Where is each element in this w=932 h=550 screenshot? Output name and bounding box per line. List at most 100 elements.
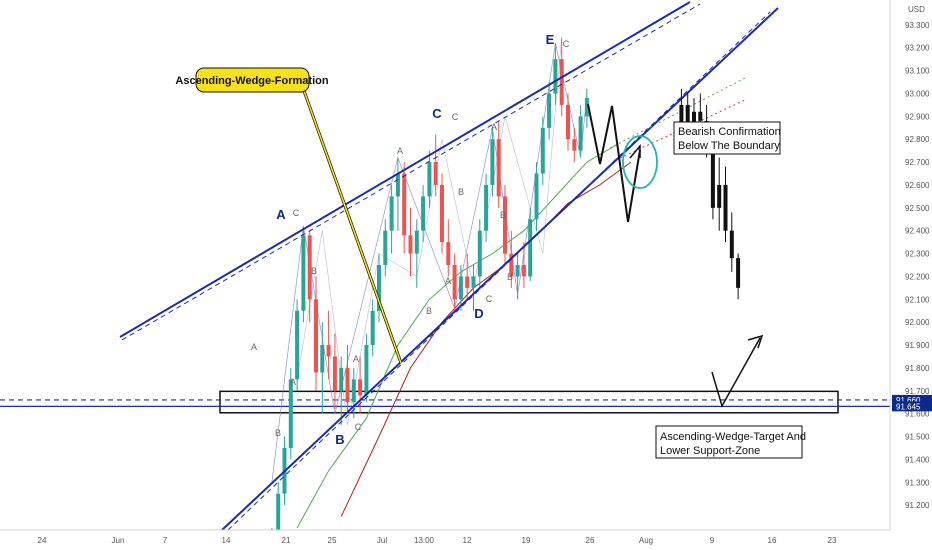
- candle: [496, 139, 501, 197]
- projection-candle: [736, 258, 741, 288]
- candles: [269, 38, 589, 550]
- wedge-lines: [119, 1, 779, 531]
- target-callout-box: [655, 425, 803, 459]
- time-axis-area: [0, 530, 932, 550]
- confirmation-callout-line1: Bearish Confirmation: [678, 126, 781, 138]
- wave-label-minor: A: [491, 122, 497, 132]
- wedge-lower-dashed: [227, 11, 771, 531]
- moving-averages: [296, 143, 632, 529]
- x-tick-label: 19: [522, 536, 531, 545]
- wave-label-minor: B: [458, 187, 464, 197]
- price-axis-area: [890, 0, 932, 550]
- candle: [440, 184, 444, 243]
- y-tick-label: 92.000: [905, 318, 930, 327]
- y-tick-label: 91.500: [905, 433, 930, 442]
- candle: [377, 265, 381, 311]
- candle: [301, 235, 306, 311]
- candle: [421, 196, 426, 231]
- y-tick-label: 91.800: [905, 364, 930, 373]
- target-arrowhead: [747, 334, 764, 349]
- candle: [358, 379, 363, 396]
- y-tick-label: 91.700: [905, 387, 930, 396]
- price-tag-bg: [892, 401, 932, 412]
- wave-label-minor: A: [251, 342, 257, 352]
- wave-structure-lines: [271, 36, 588, 483]
- wedge-upper-dashed: [121, 3, 701, 341]
- candle: [446, 242, 451, 265]
- extension-green-dotted: [609, 77, 746, 149]
- y-tick-label: 92.800: [905, 135, 930, 144]
- confirmation-callout-line2: Below The Boundary: [678, 140, 780, 152]
- y-tick-label: 91.900: [905, 341, 930, 350]
- candle: [320, 345, 325, 373]
- projection-candle: [729, 230, 734, 259]
- wave-label-minor: B: [500, 210, 506, 220]
- y-tick-label: 91.400: [905, 455, 930, 464]
- candle: [566, 104, 570, 140]
- candle: [427, 162, 432, 197]
- callouts: Ascending-Wedge-Formation Bearish Confirm…: [175, 67, 806, 459]
- x-tick-label: 24: [38, 536, 47, 545]
- candle: [414, 230, 419, 254]
- y-tick-label: 93.300: [905, 21, 930, 30]
- candle: [364, 345, 369, 396]
- target-path: [711, 337, 761, 408]
- formation-pointer: [302, 87, 402, 364]
- x-tick-label: 26: [586, 536, 595, 545]
- candle: [559, 59, 564, 105]
- ma-fast-line: [296, 143, 619, 529]
- candle: [402, 173, 407, 236]
- candle: [314, 299, 318, 373]
- target-callout-line1: Ascending-Wedge-Target And: [660, 431, 806, 443]
- support-zone-box: [219, 390, 839, 414]
- candle: [276, 493, 281, 540]
- wave-label-minor: C: [486, 294, 493, 304]
- currency-label: USD: [908, 5, 925, 14]
- candle: [572, 139, 577, 151]
- target-callout-line2: Lower Support-Zone: [660, 445, 760, 457]
- candle: [584, 98, 589, 117]
- candle: [490, 139, 495, 185]
- x-tick-label: Jul: [377, 536, 387, 545]
- y-tick-label: 91.200: [905, 501, 930, 510]
- candle: [389, 196, 394, 231]
- y-tick-label: 92.900: [905, 112, 930, 121]
- wave-label-minor: B: [426, 306, 432, 316]
- wave-label-minor: C: [355, 422, 362, 432]
- confirmation-callout-box: [673, 121, 781, 155]
- wave-label-major: B: [335, 432, 344, 447]
- candle: [458, 276, 463, 300]
- wave-label-minor: A: [445, 276, 451, 286]
- formation-callout-box: [195, 67, 310, 93]
- candle: [471, 276, 476, 288]
- formation-callout-text: Ascending-Wedge-Formation: [175, 75, 328, 87]
- y-tick-label: 93.200: [905, 44, 930, 53]
- candle: [351, 379, 356, 403]
- wedge-upper-line: [119, 1, 691, 338]
- wave-label-minor: A: [397, 146, 403, 156]
- candle: [452, 265, 457, 300]
- wave-label-major: D: [474, 306, 483, 321]
- y-tick-label: 93.100: [905, 67, 930, 76]
- wave-label-minor: A: [353, 354, 359, 364]
- price-tag-bg: [892, 394, 932, 405]
- projection-candle: [692, 111, 696, 126]
- projection-candle: [710, 148, 715, 208]
- wave-label-minor: A: [290, 377, 296, 387]
- candle: [515, 265, 520, 277]
- candle: [332, 356, 337, 391]
- y-tick-label: 91.300: [905, 478, 930, 487]
- candle: [465, 276, 470, 288]
- x-tick-label: Aug: [639, 536, 653, 545]
- candle: [408, 235, 413, 254]
- candle: [433, 162, 438, 185]
- candle: [553, 59, 558, 94]
- candle: [547, 93, 552, 128]
- candle: [534, 173, 539, 220]
- y-tick-label: 92.200: [905, 272, 930, 281]
- candle: [339, 367, 344, 391]
- candle: [326, 345, 331, 357]
- x-tick-label: 12: [463, 536, 472, 545]
- y-tick-label: 92.300: [905, 250, 930, 259]
- candle: [521, 265, 526, 277]
